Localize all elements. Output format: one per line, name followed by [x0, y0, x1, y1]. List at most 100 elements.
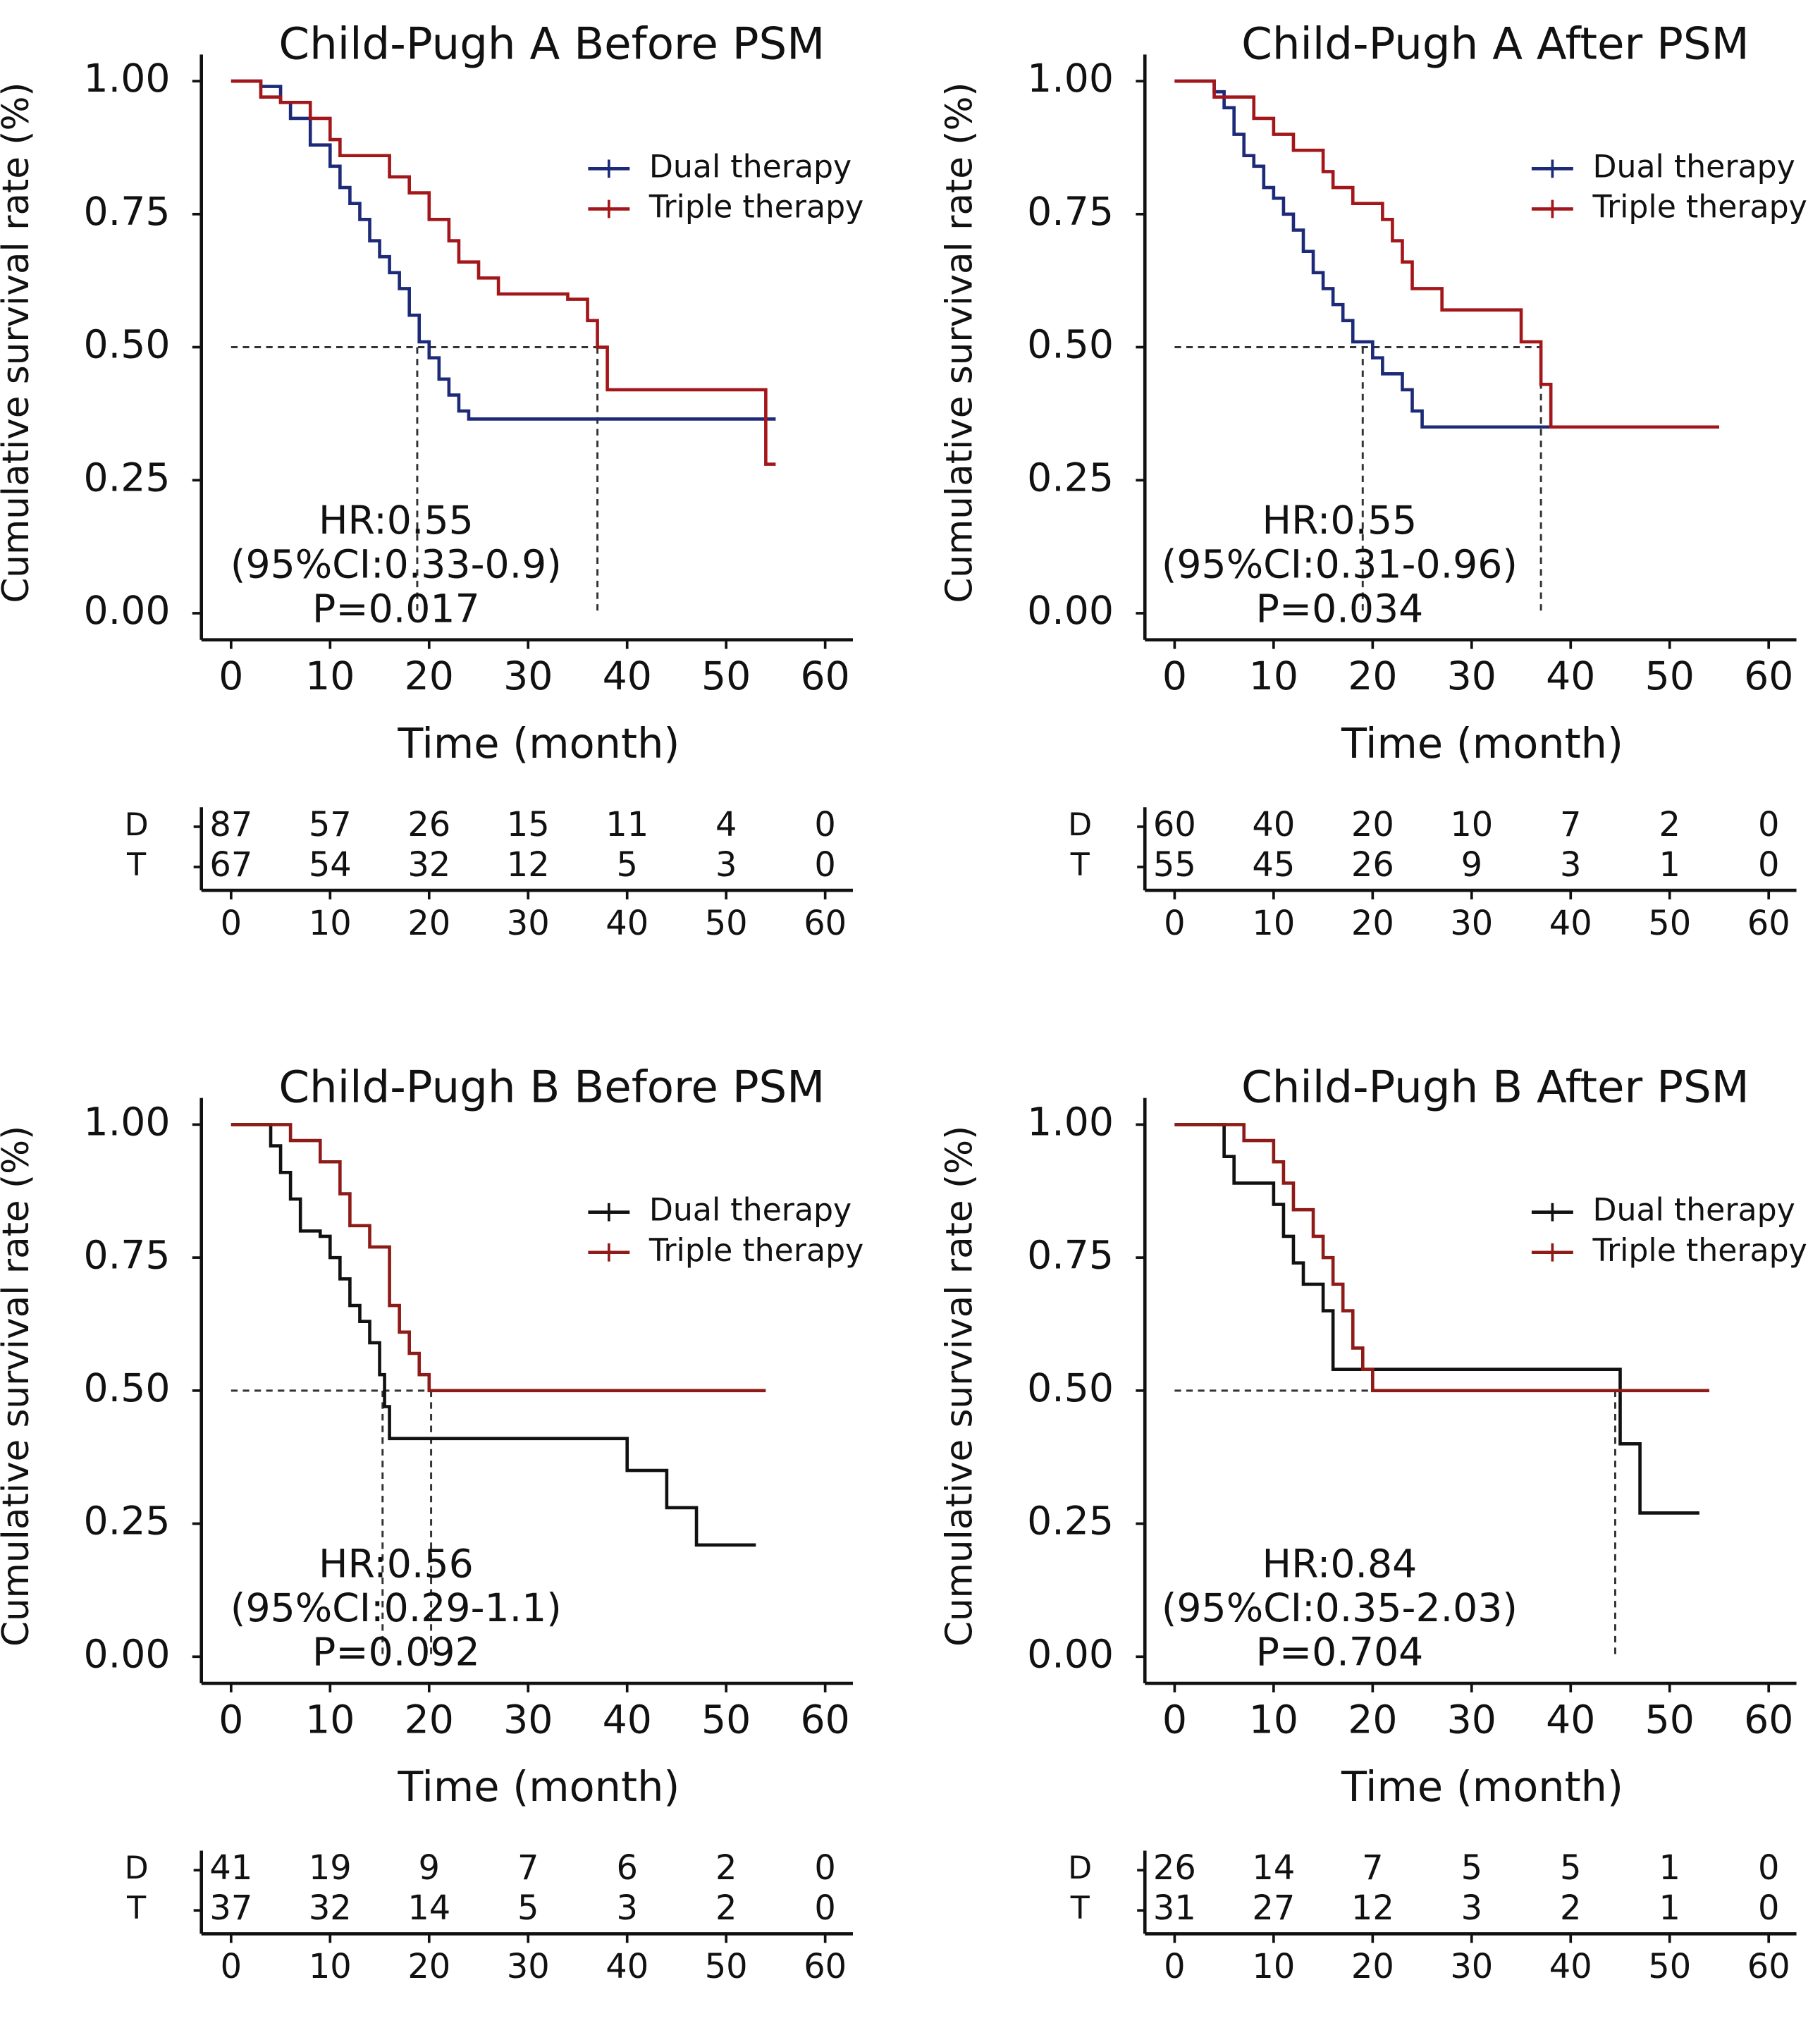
x-tick-label: 10	[305, 654, 355, 699]
risk-count: 26	[1351, 846, 1394, 885]
x-tick-label: 60	[1744, 654, 1793, 699]
y-tick-label: 0.50	[84, 1366, 171, 1411]
risk-count: 0	[1758, 1889, 1779, 1928]
risk-x-tick-label: 10	[309, 1948, 352, 1986]
y-tick-label: 0.25	[1027, 455, 1114, 500]
x-tick-label: 20	[1348, 654, 1397, 699]
risk-count: 40	[1252, 806, 1295, 844]
risk-x-tick-label: 0	[1164, 904, 1185, 943]
x-tick-label: 20	[1348, 1697, 1397, 1742]
risk-count: 6	[616, 1849, 637, 1888]
x-tick-label: 0	[219, 654, 243, 699]
chart-title: Child-Pugh A After PSM	[1241, 18, 1750, 69]
survival-curve	[1174, 1123, 1699, 1515]
x-tick-label: 60	[801, 654, 850, 699]
x-tick-label: 50	[1645, 654, 1695, 699]
risk-count: 5	[517, 1889, 539, 1928]
risk-row-label: D	[125, 1850, 149, 1886]
annotation: HR:0.55	[1262, 498, 1418, 543]
annotation: P=0.034	[1256, 586, 1424, 632]
y-tick-label: 0.75	[84, 190, 171, 235]
risk-row-label: D	[1068, 807, 1092, 843]
y-tick-label: 1.00	[84, 56, 171, 102]
risk-x-tick-label: 60	[804, 904, 847, 943]
survival-curve	[1174, 79, 1719, 429]
risk-x-tick-label: 50	[705, 1948, 748, 1986]
risk-count: 15	[507, 806, 550, 844]
y-tick-label: 0.00	[1027, 1632, 1114, 1677]
annotation: (95%CI:0.33-0.9)	[230, 543, 562, 588]
risk-count: 0	[1758, 1849, 1779, 1888]
risk-row-label: T	[126, 847, 147, 883]
chart-title: Child-Pugh B After PSM	[1241, 1062, 1750, 1113]
risk-x-tick-label: 20	[407, 904, 450, 943]
risk-count: 7	[1560, 806, 1581, 844]
risk-count: 7	[1362, 1849, 1383, 1888]
survival-curve	[230, 79, 776, 421]
risk-x-tick-label: 40	[1549, 904, 1592, 943]
chart-title: Child-Pugh A Before PSM	[278, 18, 825, 69]
x-tick-label: 60	[1744, 1697, 1793, 1742]
risk-x-tick-label: 40	[605, 1948, 648, 1986]
risk-row-label: T	[126, 1890, 147, 1926]
risk-count: 20	[1351, 806, 1394, 844]
risk-x-tick-label: 0	[221, 904, 242, 943]
survival-curve	[230, 1123, 766, 1393]
risk-count: 2	[1659, 806, 1680, 844]
risk-x-tick-label: 10	[1252, 904, 1295, 943]
x-tick-label: 0	[1162, 1697, 1187, 1742]
risk-x-tick-label: 50	[705, 904, 748, 943]
risk-count: 60	[1153, 806, 1196, 844]
annotation: HR:0.55	[319, 498, 474, 543]
survival-curve	[230, 1123, 756, 1547]
risk-count: 26	[407, 806, 450, 844]
risk-x-tick-label: 40	[605, 904, 648, 943]
annotation: (95%CI:0.29-1.1)	[230, 1586, 562, 1631]
y-tick-label: 0.75	[1027, 1233, 1114, 1278]
survival-curve	[1174, 79, 1719, 429]
risk-count: 19	[309, 1849, 352, 1888]
risk-x-tick-label: 30	[1450, 1948, 1493, 1986]
x-tick-label: 30	[1447, 654, 1496, 699]
y-axis-label: Cumulative survival rate (%)	[0, 1126, 37, 1647]
x-tick-label: 60	[801, 1697, 850, 1742]
annotation: HR:0.56	[319, 1542, 474, 1587]
y-tick-label: 1.00	[1027, 56, 1114, 102]
x-tick-label: 50	[701, 1697, 751, 1742]
risk-x-tick-label: 20	[407, 1948, 450, 1986]
risk-count: 3	[715, 846, 737, 885]
legend-label: Triple therapy	[1592, 1233, 1807, 1269]
legend-label: Triple therapy	[1592, 189, 1807, 225]
risk-count: 1	[1659, 1849, 1680, 1888]
risk-row-label: T	[1070, 1890, 1090, 1926]
risk-count: 55	[1153, 846, 1196, 885]
risk-count: 2	[715, 1849, 737, 1888]
risk-count: 10	[1450, 806, 1493, 844]
y-tick-label: 0.00	[1027, 589, 1114, 634]
y-tick-label: 0.75	[1027, 190, 1114, 235]
risk-count: 26	[1153, 1849, 1196, 1888]
risk-x-tick-label: 30	[507, 904, 550, 943]
risk-x-tick-label: 60	[1747, 1948, 1790, 1986]
x-tick-label: 40	[1546, 654, 1595, 699]
y-tick-label: 0.00	[84, 589, 171, 634]
risk-count: 3	[1560, 846, 1581, 885]
risk-count: 1	[1659, 846, 1680, 885]
risk-x-tick-label: 10	[1252, 1948, 1295, 1986]
risk-x-tick-label: 30	[507, 1948, 550, 1986]
x-tick-label: 0	[219, 1697, 243, 1742]
x-axis-label: Time (month)	[397, 719, 680, 768]
annotation: (95%CI:0.35-2.03)	[1162, 1586, 1518, 1631]
legend-label: Triple therapy	[648, 189, 863, 225]
risk-count: 4	[715, 806, 737, 844]
risk-count: 0	[814, 1889, 835, 1928]
survival-curve	[230, 79, 776, 466]
y-axis-label: Cumulative survival rate (%)	[939, 1126, 981, 1647]
risk-x-tick-label: 40	[1549, 1948, 1592, 1986]
y-tick-label: 0.50	[1027, 1366, 1114, 1411]
risk-count: 3	[1461, 1889, 1482, 1928]
risk-x-tick-label: 60	[1747, 904, 1790, 943]
risk-count: 57	[309, 806, 352, 844]
risk-count: 3	[616, 1889, 637, 1928]
